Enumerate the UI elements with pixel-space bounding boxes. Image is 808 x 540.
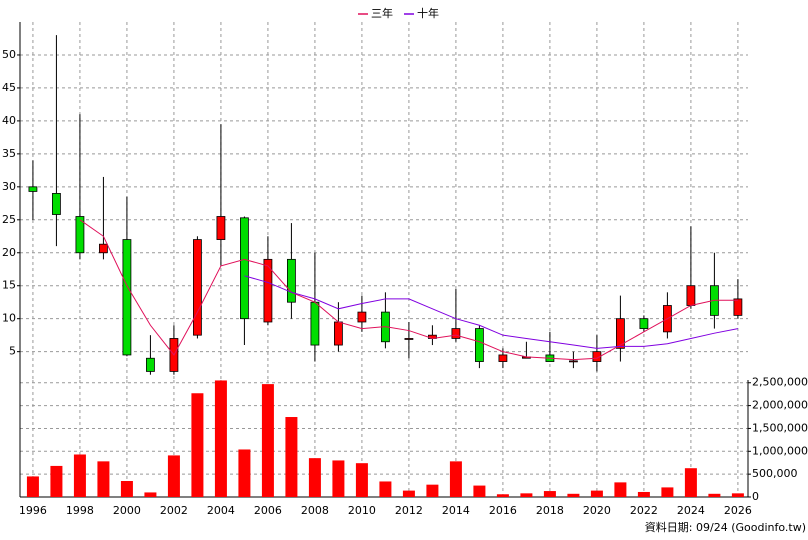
volume-bar [402,490,415,497]
x-tick-label: 1998 [66,504,94,517]
volume-bar [426,484,439,497]
x-tick-label: 2000 [113,504,141,517]
volume-bar [379,481,392,497]
candle-body [146,357,155,372]
candle-body [592,351,602,362]
candle-body [357,311,367,323]
ma-line [244,275,738,349]
y-tick-label: 0 [752,490,759,503]
candle-body [28,186,38,192]
legend-label: 十年 [417,6,439,20]
y-tick-label: 20 [2,246,16,259]
x-tick-label: 1996 [19,504,47,517]
candle-body [122,239,132,356]
volume-bar [661,487,674,497]
candle-body [733,298,743,316]
candle-body [287,258,296,303]
candle-body [310,301,320,346]
x-tick-label: 2010 [348,504,376,517]
volume-bar [238,449,251,497]
candle-body [75,216,85,254]
candle-body [498,354,508,362]
volume-bar [214,380,227,497]
ma-line [79,219,738,361]
volume-bar [73,454,86,497]
volume-bar [191,393,204,497]
candle-body [404,338,414,340]
volume-bar [355,463,368,497]
y-tick-label: 35 [2,147,16,160]
y-tick-label: 10 [2,312,16,325]
volume-bar [308,458,321,497]
volume-bar [26,476,39,497]
y-tick-label: 25 [2,213,16,226]
y-tick-label: 500,000 [752,467,798,480]
footnote: 資料日期: 09/24 (Goodinfo.tw) [645,520,806,534]
x-tick-label: 2014 [442,504,470,517]
volume-bar [731,493,744,497]
y-tick-label: 5 [9,345,16,358]
volume-bar [543,491,556,497]
y-tick-label: 1,500,000 [752,421,808,434]
volume-bar [473,485,486,497]
candle-body [99,243,108,254]
y-tick-label: 2,000,000 [752,399,808,412]
volume-bar [637,491,650,497]
x-tick-label: 2012 [395,504,423,517]
candle-body [686,285,696,306]
x-tick-label: 2018 [536,504,564,517]
x-tick-label: 2020 [583,504,611,517]
volume-bar [167,455,180,497]
volume-bar [590,490,603,497]
candle-body [216,216,226,240]
legend-label: 三年 [371,6,393,20]
y-tick-label: 15 [2,279,16,292]
volume-bar [496,494,509,497]
candle-body [263,258,273,323]
candle-body [475,328,484,362]
candle-body [616,318,625,349]
volume-bar [567,493,580,497]
x-tick-label: 2022 [630,504,658,517]
volume-bar [449,461,462,497]
y-tick-label: 45 [2,81,16,94]
x-tick-label: 2004 [207,504,235,517]
volume-bar [285,417,298,497]
volume-bar [520,493,533,497]
volume-bar [97,461,110,497]
x-tick-label: 2002 [160,504,188,517]
y-tick-label: 2,500,000 [752,376,808,389]
x-tick-label: 2024 [677,504,705,517]
candle-body [334,321,343,346]
y-tick-label: 50 [2,48,16,61]
y-tick-label: 1,000,000 [752,444,808,457]
candle-body [240,217,249,320]
volume-bar [614,482,627,497]
candle-body [569,360,578,363]
volume-bar [261,384,274,497]
volume-bar [120,481,133,497]
volume-bar [332,460,345,497]
x-tick-label: 2016 [489,504,517,517]
volume-bar [708,493,721,497]
candle-body [451,328,461,339]
candle-body [52,193,61,215]
volume-bar [144,492,157,497]
y-tick-label: 40 [2,114,16,127]
volume-bar [684,468,697,497]
volume-bar [50,465,63,497]
y-tick-label: 30 [2,180,16,193]
x-tick-label: 2008 [301,504,329,517]
candle-body [639,318,649,329]
x-tick-label: 2026 [724,504,752,517]
candle-body [193,239,202,336]
x-tick-label: 2006 [254,504,282,517]
